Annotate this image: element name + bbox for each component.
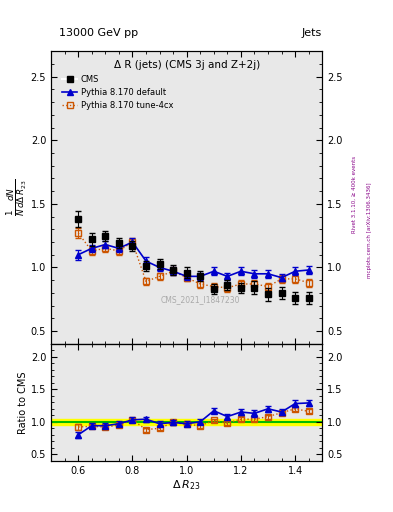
Text: Rivet 3.1.10, ≥ 400k events: Rivet 3.1.10, ≥ 400k events bbox=[352, 156, 357, 233]
X-axis label: $\Delta\,R_{23}$: $\Delta\,R_{23}$ bbox=[173, 478, 201, 492]
Text: Δ R (jets) (CMS 3j and Z+2j): Δ R (jets) (CMS 3j and Z+2j) bbox=[114, 60, 260, 70]
Text: CMS_2021_I1847230: CMS_2021_I1847230 bbox=[160, 295, 240, 305]
Text: Jets: Jets bbox=[302, 28, 322, 38]
Text: 13000 GeV pp: 13000 GeV pp bbox=[59, 28, 138, 38]
Legend: CMS, Pythia 8.170 default, Pythia 8.170 tune-4cx: CMS, Pythia 8.170 default, Pythia 8.170 … bbox=[61, 73, 175, 112]
Bar bbox=[51, 418, 322, 425]
Y-axis label: $\frac{1}{N}\frac{dN}{d\Delta\,R_{23}}$: $\frac{1}{N}\frac{dN}{d\Delta\,R_{23}}$ bbox=[6, 179, 29, 216]
Y-axis label: Ratio to CMS: Ratio to CMS bbox=[18, 371, 28, 434]
Text: mcplots.cern.ch [arXiv:1306.3436]: mcplots.cern.ch [arXiv:1306.3436] bbox=[367, 183, 373, 278]
